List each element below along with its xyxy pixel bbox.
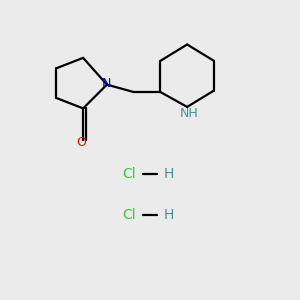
Text: H: H [163,208,174,222]
Text: NH: NH [179,107,198,120]
Text: Cl: Cl [122,208,135,222]
Text: O: O [77,136,87,149]
Text: Cl: Cl [122,167,135,181]
Text: N: N [102,76,112,90]
Text: H: H [163,167,174,181]
